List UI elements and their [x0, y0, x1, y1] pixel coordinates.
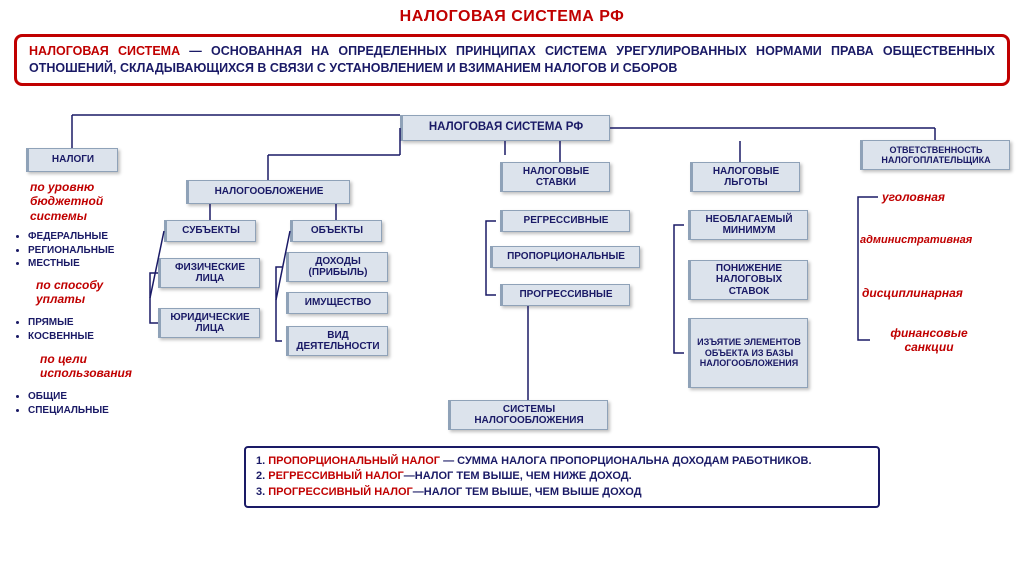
node-phys: ФИЗИЧЕСКИЕ ЛИЦА [158, 258, 260, 288]
label-by-goal: по цели использования [40, 352, 150, 381]
node-exclude: ИЗЪЯТИЕ ЭЛЕМЕНТОВ ОБЪЕКТА ИЗ БАЗЫ НАЛОГО… [688, 318, 808, 388]
node-regressive: РЕГРЕССИВНЫЕ [500, 210, 630, 232]
def1-num: 1. [256, 455, 268, 467]
node-progressive: ПРОГРЕССИВНЫЕ [500, 284, 630, 306]
label-admin: административная [860, 234, 972, 247]
bullet-indirect: КОСВЕННЫЕ [28, 330, 94, 344]
node-systems: СИСТЕМЫ НАЛОГООБЛОЖЕНИЯ [448, 400, 608, 430]
node-rates: НАЛОГОВЫЕ СТАВКИ [500, 162, 610, 192]
node-property: ИМУЩЕСТВО [286, 292, 388, 314]
label-by-level: по уровню бюджетной системы [30, 180, 130, 223]
bullet-federal: ФЕДЕРАЛЬНЫЕ [28, 230, 114, 244]
node-jur: ЮРИДИЧЕСКИЕ ЛИЦА [158, 308, 260, 338]
label-criminal: уголовная [882, 190, 945, 204]
bullet-direct: ПРЯМЫЕ [28, 316, 94, 330]
bullets-level: ФЕДЕРАЛЬНЫЕ РЕГИОНАЛЬНЫЕ МЕСТНЫЕ [14, 230, 114, 271]
node-benefits: НАЛОГОВЫЕ ЛЬГОТЫ [690, 162, 800, 192]
def1-term: ПРОПОРЦИОНАЛЬНЫЙ НАЛОГ [268, 455, 440, 467]
bullet-local: МЕСТНЫЕ [28, 257, 114, 271]
node-activity: ВИД ДЕЯТЕЛЬНОСТИ [286, 326, 388, 356]
def2-text: —НАЛОГ ТЕМ ВЫШЕ, ЧЕМ НИЖЕ ДОХОД. [404, 470, 632, 482]
def1-text: — СУММА НАЛОГА ПРОПОРЦИОНАЛЬНА ДОХОДАМ Р… [440, 455, 812, 467]
node-subjects: СУБЪЕКТЫ [164, 220, 256, 242]
node-nontax-min: НЕОБЛАГАЕМЫЙ МИНИМУМ [688, 210, 808, 240]
definition-box: НАЛОГОВАЯ СИСТЕМА — ОСНОВАННАЯ НА ОПРЕДЕ… [14, 34, 1010, 86]
label-by-method: по способу уплаты [36, 278, 136, 307]
bullet-regional: РЕГИОНАЛЬНЫЕ [28, 244, 114, 258]
node-income: ДОХОДЫ (ПРИБЫЛЬ) [286, 252, 388, 282]
node-responsibility: ОТВЕТСТВЕННОСТЬ НАЛОГОПЛАТЕЛЬЩИКА [860, 140, 1010, 170]
node-reduce-rates: ПОНИЖЕНИЕ НАЛОГОВЫХ СТАВОК [688, 260, 808, 300]
bullets-goal: ОБЩИЕ СПЕЦИАЛЬНЫЕ [14, 390, 109, 417]
bullet-general: ОБЩИЕ [28, 390, 109, 404]
label-disc: дисциплинарная [862, 286, 963, 300]
def3-text: —НАЛОГ ТЕМ ВЫШЕ, ЧЕМ ВЫШЕ ДОХОД [413, 486, 642, 498]
node-objects: ОБЪЕКТЫ [290, 220, 382, 242]
def2-term: РЕГРЕССИВНЫЙ НАЛОГ [268, 470, 404, 482]
definition-highlight: НАЛОГОВАЯ СИСТЕМА [29, 44, 180, 58]
node-taxation: НАЛОГООБЛОЖЕНИЕ [186, 180, 350, 204]
label-fin: финансовые санкции [874, 326, 984, 355]
bullet-special: СПЕЦИАЛЬНЫЕ [28, 404, 109, 418]
bullets-method: ПРЯМЫЕ КОСВЕННЫЕ [14, 316, 94, 343]
node-taxes: НАЛОГИ [26, 148, 118, 172]
def3-num: 3. [256, 486, 268, 498]
definitions-box: 1. ПРОПОРЦИОНАЛЬНЫЙ НАЛОГ — СУММА НАЛОГА… [244, 446, 880, 508]
page-title: НАЛОГОВАЯ СИСТЕМА РФ [0, 0, 1024, 30]
def2-num: 2. [256, 470, 268, 482]
def3-term: ПРОГРЕССИВНЫЙ НАЛОГ [268, 486, 413, 498]
node-proportional: ПРОПОРЦИОНАЛЬНЫЕ [490, 246, 640, 268]
node-root: НАЛОГОВАЯ СИСТЕМА РФ [400, 115, 610, 141]
